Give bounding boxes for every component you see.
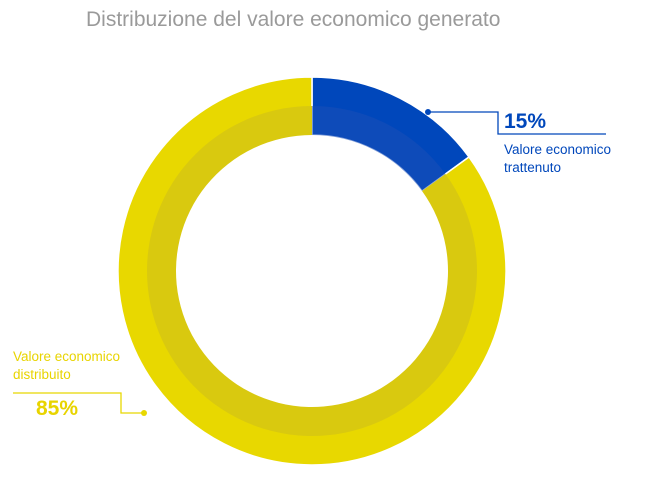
leader-line-retained xyxy=(428,111,606,135)
series-label-distributed-line-2: distribuito xyxy=(13,367,71,382)
chart-title: Distribuzione del valore economico gener… xyxy=(86,8,501,31)
value-label-retained: 15% xyxy=(504,110,547,133)
series-label-distributed: Valore economico distribuito xyxy=(13,348,120,384)
series-label-distributed-line-1: Valore economico xyxy=(13,349,121,364)
leader-dot-distributed xyxy=(141,410,147,416)
leader-dot-retained xyxy=(425,109,431,115)
slice-retained-inner-band xyxy=(312,106,446,192)
series-label-retained-line-2: trattenuto xyxy=(504,160,562,175)
series-label-retained: Valore economico trattenuto xyxy=(504,141,611,177)
leader-line-distributed xyxy=(13,392,144,414)
value-label-distributed: 85% xyxy=(36,397,79,420)
series-label-retained-line-1: Valore economico xyxy=(504,142,612,157)
